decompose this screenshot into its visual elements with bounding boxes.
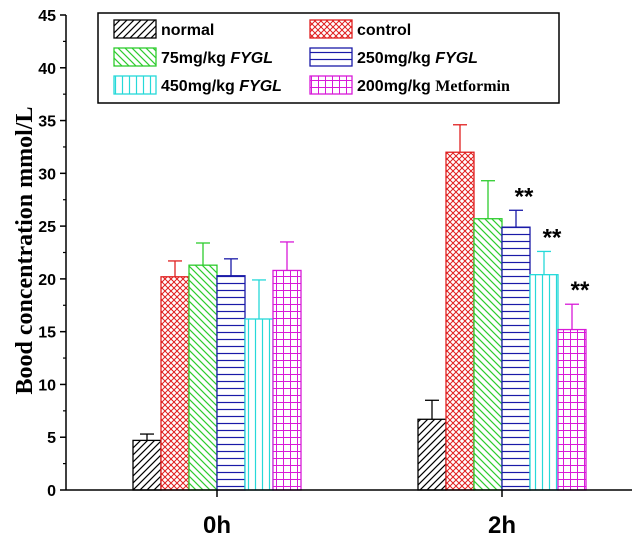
bar-200mg-kg-metformin-0h <box>272 269 302 491</box>
bar-normal-2h <box>417 418 447 491</box>
legend-label: 200mg/kg Metformin <box>357 78 510 95</box>
bar-75mg-kg-fygl-0h <box>188 264 218 491</box>
bar-200mg-kg-metformin-2h <box>557 328 587 491</box>
legend-swatch <box>113 75 157 95</box>
significance-mark: ** <box>571 277 590 304</box>
bar-control-0h <box>160 276 190 491</box>
legend: normal control 75mg/kg FYGL 250mg/kg FYGL 45… <box>97 12 560 104</box>
legend-label: 250mg/kg FYGL <box>357 50 478 67</box>
legend-swatch <box>309 75 353 95</box>
y-tick-label: 45 <box>38 8 56 25</box>
x-tick-label: 0h <box>203 512 231 539</box>
y-tick-label: 20 <box>38 272 56 289</box>
y-tick-label: 0 <box>47 483 56 500</box>
legend-swatch <box>309 19 353 39</box>
legend-label: normal <box>161 22 214 39</box>
bar-control-2h <box>445 151 475 491</box>
bar-250mg-kg-fygl-2h <box>501 226 531 491</box>
x-tick-label: 2h <box>488 512 516 539</box>
y-tick-label: 15 <box>38 325 56 342</box>
axes-layer: 0 5 10 15 20 25 30 35 40 45 0h 2h Bood concentration… <box>12 8 632 539</box>
legend-label: 450mg/kg FYGL <box>161 78 282 95</box>
y-tick-label: 5 <box>47 430 56 447</box>
legend-label: 75mg/kg FYGL <box>161 50 273 67</box>
bar-450mg-kg-fygl-0h <box>244 318 274 491</box>
y-axis-label: Bood concentration mmol/L <box>12 107 38 395</box>
bars-layer: ** ** ** <box>132 124 590 491</box>
significance-mark: ** <box>515 183 534 210</box>
y-tick-label: 30 <box>38 166 56 183</box>
legend-swatch <box>309 47 353 67</box>
bar-250mg-kg-fygl-0h <box>216 275 246 491</box>
legend-swatch <box>113 47 157 67</box>
legend-swatch <box>113 19 157 39</box>
y-tick-label: 40 <box>38 61 56 78</box>
bar-normal-0h <box>132 439 162 491</box>
y-tick-label: 10 <box>38 377 56 394</box>
bar-75mg-kg-fygl-2h <box>473 218 503 491</box>
y-tick-label: 25 <box>38 219 56 236</box>
legend-label: control <box>357 22 411 39</box>
significance-mark: ** <box>543 224 562 251</box>
bar-450mg-kg-fygl-2h <box>529 274 559 491</box>
y-tick-label: 35 <box>38 114 56 131</box>
